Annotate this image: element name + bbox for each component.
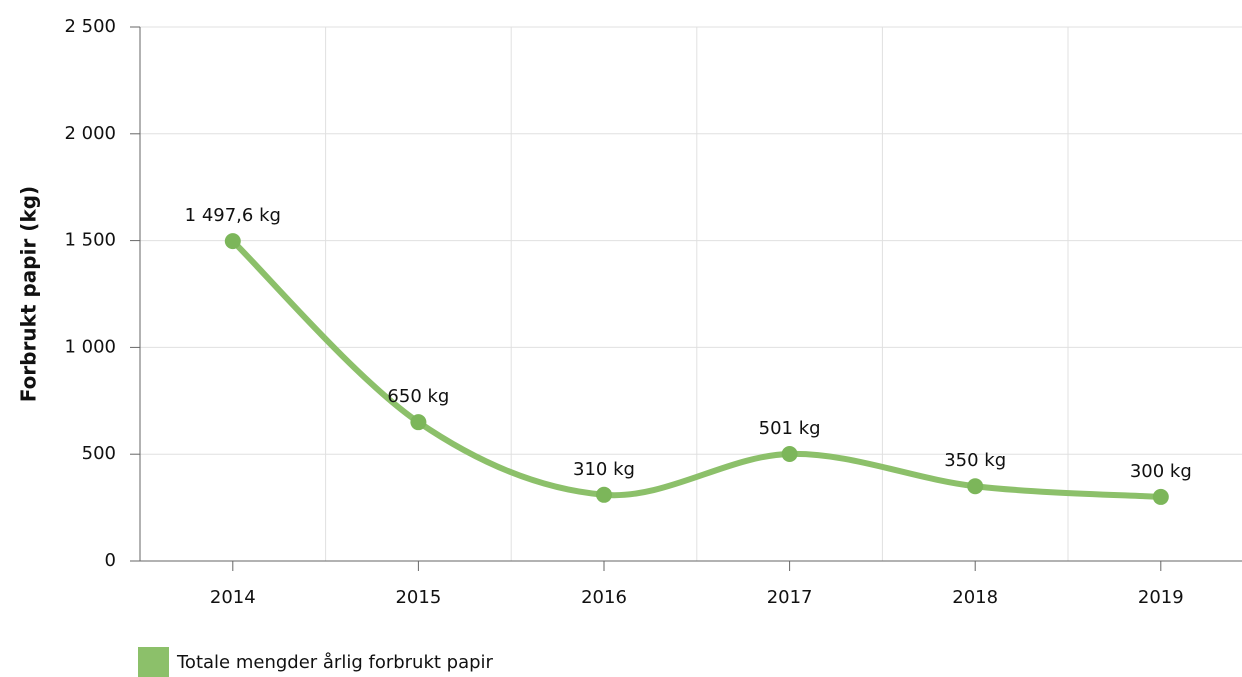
y-axis-title: Forbrukt papir (kg)	[17, 186, 41, 402]
y-tick-label: 1 000	[64, 336, 116, 357]
x-tick-label: 2019	[1138, 587, 1184, 608]
y-tick-label: 2 000	[64, 123, 116, 144]
x-tick-label: 2017	[767, 587, 813, 608]
data-point	[224, 233, 241, 250]
series-line	[229, 238, 1164, 500]
data-label: 501 kg	[759, 418, 821, 439]
data-point	[1152, 488, 1169, 505]
data-label: 650 kg	[387, 386, 449, 407]
data-point	[596, 486, 612, 503]
y-tick-label: 0	[105, 550, 116, 571]
data-point	[781, 445, 798, 462]
y-tick-label: 500	[82, 443, 116, 464]
data-label: 300 kg	[1130, 461, 1192, 482]
data-label: 1 497,6 kg	[185, 205, 281, 226]
y-tick-label: 2 500	[64, 16, 116, 37]
data-point	[967, 478, 984, 495]
y-tick-label: 1 500	[64, 230, 116, 251]
x-tick-label: 2014	[210, 587, 256, 608]
data-point	[410, 414, 427, 431]
data-label: 350 kg	[944, 450, 1006, 471]
x-tick-label: 2018	[952, 587, 998, 608]
x-tick-label: 2016	[581, 587, 627, 608]
legend-label: Totale mengder årlig forbrukt papir	[176, 652, 494, 673]
data-label: 310 kg	[573, 459, 635, 480]
legend-swatch	[138, 647, 169, 677]
x-tick-label: 2015	[395, 587, 441, 608]
